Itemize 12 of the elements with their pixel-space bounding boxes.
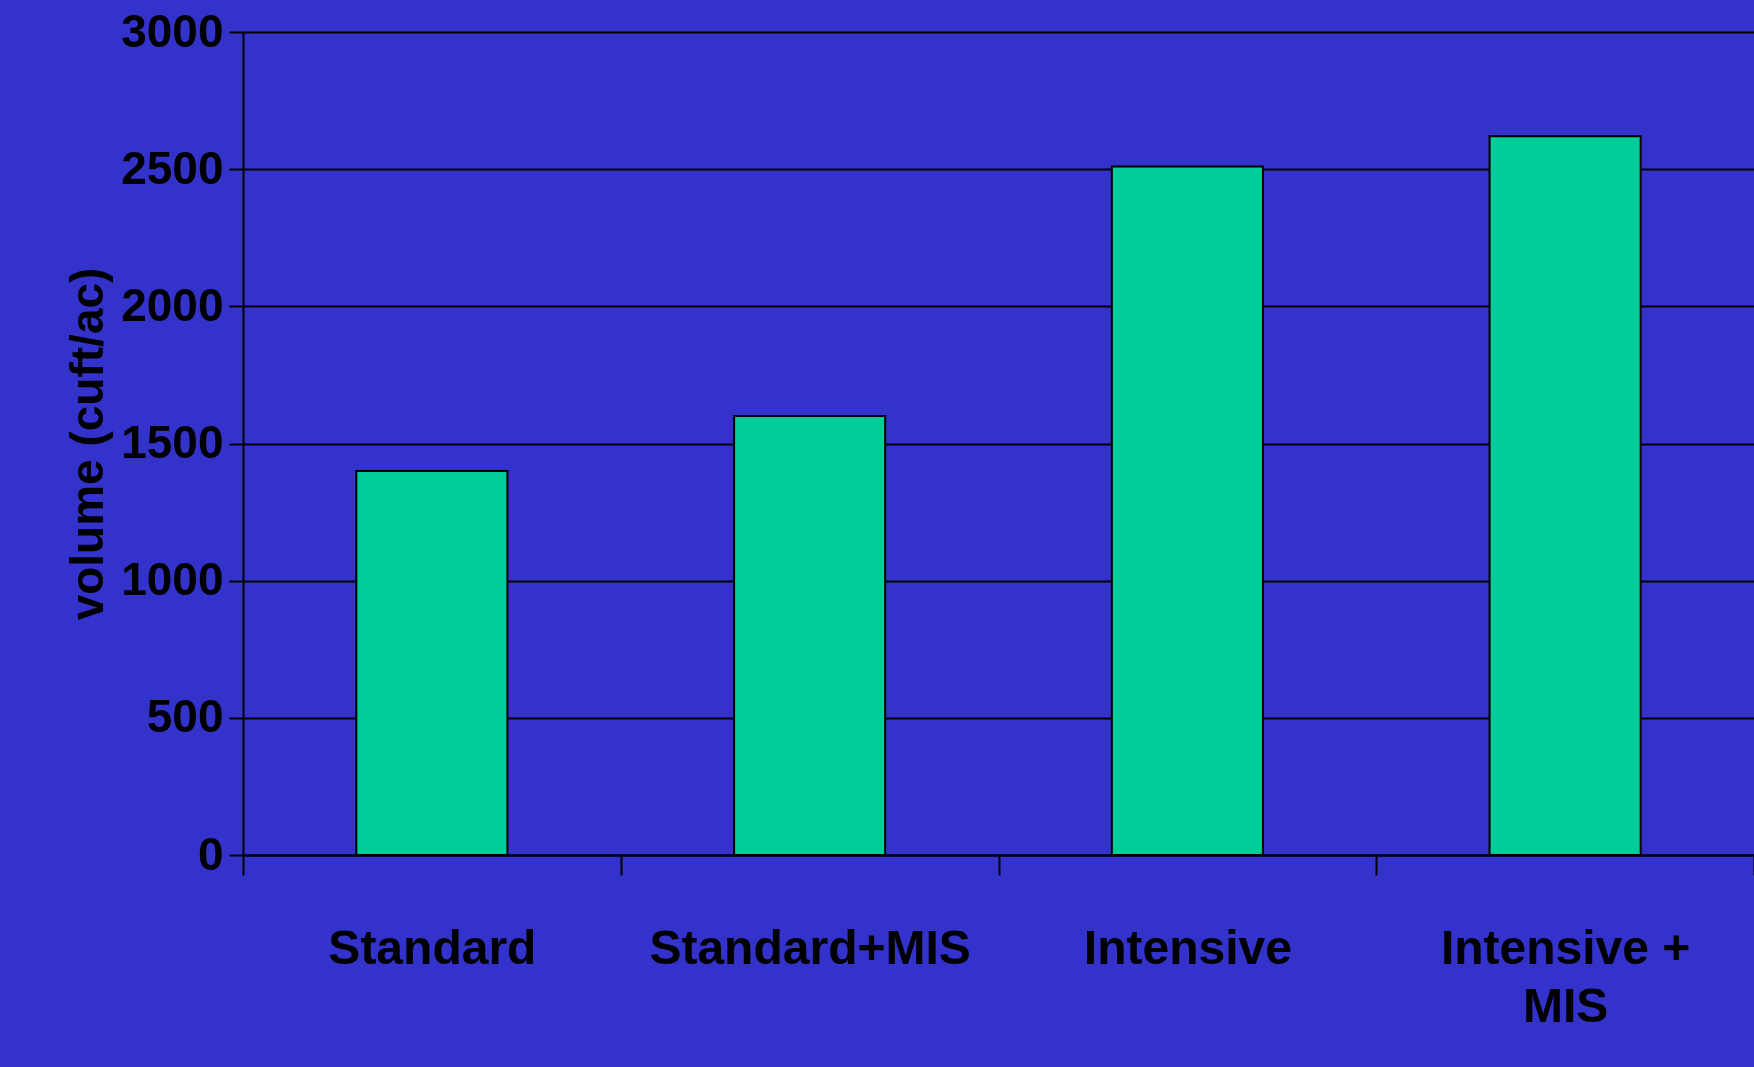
y-tick-label: 1500 [121, 416, 224, 468]
x-tick-label: Intensive [1083, 920, 1292, 974]
y-axis-title: volume (cuft/ac) [61, 267, 114, 621]
y-tick-label: 2000 [121, 278, 224, 331]
y-tick-label: 2500 [121, 141, 224, 194]
y-tick-label: 3000 [121, 4, 224, 57]
y-tick-label: 1000 [121, 553, 224, 606]
y-tick-label: 0 [197, 827, 224, 880]
x-tick-label: Standard [328, 920, 537, 974]
y-tick-label: 500 [146, 690, 224, 743]
x-tick-label: Standard+MIS [649, 920, 971, 974]
x-tick-label: Intensive + MIS [1440, 920, 1691, 1032]
